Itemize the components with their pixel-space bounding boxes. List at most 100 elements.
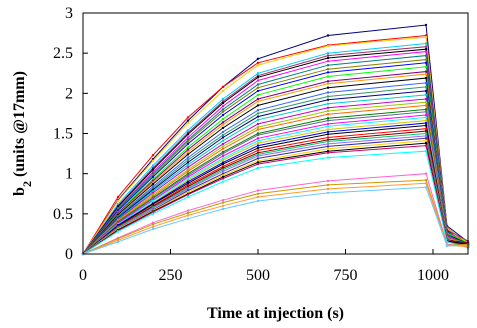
series-18-point xyxy=(326,102,330,106)
series-line-8 xyxy=(82,55,469,255)
series-line-5 xyxy=(82,46,469,255)
series-16-point xyxy=(221,133,225,137)
series-11-point xyxy=(326,75,330,78)
series-26-point xyxy=(256,141,260,145)
series-38-point xyxy=(424,172,428,175)
series-13-point xyxy=(221,123,225,126)
series-26-point xyxy=(424,119,428,122)
series-9-point xyxy=(256,86,260,89)
series-10-point xyxy=(221,113,225,117)
series-19-point xyxy=(256,122,260,126)
series-39-point xyxy=(256,192,260,195)
series-3-point xyxy=(116,199,120,203)
y-axis-title-rest: (units @17mm) xyxy=(11,71,28,181)
y-axis-title-main: b xyxy=(11,187,28,196)
series-41-point xyxy=(186,217,190,220)
series-10-point xyxy=(424,61,428,64)
series-20-point xyxy=(221,145,225,148)
series-21-point xyxy=(186,170,190,173)
series-37-point xyxy=(326,156,330,159)
series-19-point xyxy=(151,191,155,195)
series-34-point xyxy=(424,139,428,142)
series-7-point xyxy=(186,136,190,139)
series-38-point xyxy=(221,199,225,202)
series-11-point xyxy=(221,117,225,121)
series-3-point xyxy=(221,89,225,93)
series-9-point xyxy=(221,110,225,114)
series-6-point xyxy=(186,133,190,136)
series-2-point xyxy=(186,116,190,119)
series-8-point xyxy=(424,54,428,57)
series-23-point xyxy=(221,152,225,155)
series-24-point xyxy=(256,137,260,140)
series-41-point xyxy=(116,240,120,244)
series-14-point xyxy=(256,104,260,107)
series-12-point xyxy=(221,121,225,124)
series-31-point xyxy=(221,168,225,171)
series-21-point xyxy=(221,147,225,150)
series-8-point xyxy=(221,108,225,111)
series-line-36 xyxy=(82,145,469,255)
series-17-point xyxy=(256,115,260,118)
series-28-point xyxy=(424,124,428,127)
series-25-point xyxy=(256,139,260,142)
series-2-point xyxy=(256,61,260,64)
series-8-point xyxy=(256,83,260,86)
series-26-point xyxy=(326,128,330,131)
series-36-point xyxy=(326,151,330,154)
series-14-point xyxy=(151,182,155,186)
series-13-point xyxy=(186,150,190,154)
series-24-point xyxy=(424,113,428,117)
series-line-4 xyxy=(82,42,469,255)
series-38-point xyxy=(326,179,330,183)
series-15-point xyxy=(326,91,330,94)
series-40-point xyxy=(326,187,330,191)
series-26-point xyxy=(221,158,225,162)
series-1-point xyxy=(256,57,260,60)
series-4-point xyxy=(186,129,190,132)
series-24-point xyxy=(221,154,225,158)
series-36-point xyxy=(424,144,428,147)
series-37-point xyxy=(256,166,260,170)
series-33-point xyxy=(256,157,260,160)
series-19-point xyxy=(186,166,190,169)
series-16-point xyxy=(186,158,190,162)
series-line-40 xyxy=(82,182,469,255)
series-17-point xyxy=(326,98,330,102)
ticks-layer xyxy=(82,12,434,255)
series-39-point xyxy=(186,211,190,215)
series-17-point xyxy=(221,136,225,139)
series-34-point xyxy=(186,190,190,194)
y-axis-title-subscript: 2 xyxy=(20,181,34,187)
series-9-point xyxy=(326,68,330,71)
series-12-point xyxy=(186,148,190,151)
series-4-point xyxy=(326,52,330,55)
series-line-41 xyxy=(82,186,469,255)
series-36-point xyxy=(221,177,225,180)
series-3-point xyxy=(424,35,428,39)
series-2-point xyxy=(221,85,225,89)
series-19-point xyxy=(221,142,225,146)
series-41-point xyxy=(424,186,428,189)
series-9-point xyxy=(186,140,190,143)
series-14-point xyxy=(186,153,190,156)
series-13-point xyxy=(326,82,330,85)
series-41-point xyxy=(326,191,330,195)
series-layer xyxy=(81,23,470,256)
y-axis-title: b2 (units @17mm) xyxy=(11,71,34,196)
series-28-point xyxy=(326,133,330,136)
x-tick-label: 750 xyxy=(334,267,358,284)
series-39-point xyxy=(326,183,330,187)
series-27-point xyxy=(326,130,330,134)
series-18-point xyxy=(221,139,225,142)
y-tick-label: 0.5 xyxy=(53,206,73,223)
series-4-point xyxy=(221,97,225,101)
series-7-point xyxy=(221,105,225,108)
series-1-point xyxy=(326,34,330,37)
series-37-point xyxy=(186,195,190,199)
series-12-point xyxy=(256,97,260,101)
series-16-point xyxy=(256,112,260,115)
series-4-point xyxy=(256,72,260,75)
series-28-point xyxy=(256,146,260,150)
